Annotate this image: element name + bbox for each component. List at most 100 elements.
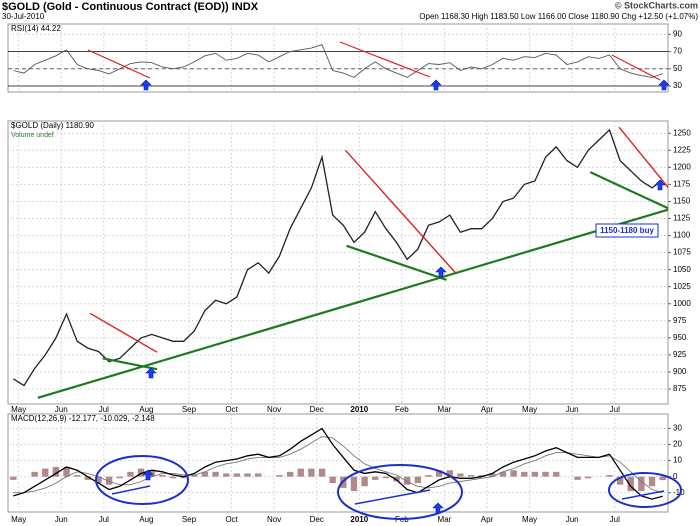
arrow <box>145 367 157 379</box>
arrow <box>430 79 442 91</box>
y-tick-label: 30 <box>673 424 682 433</box>
histogram-bar <box>159 475 166 477</box>
histogram-bar <box>372 476 379 480</box>
price-title: $GOLD (Daily) 1180.90 <box>11 121 95 130</box>
y-tick-label: 975 <box>673 316 687 325</box>
x-tick-label: Jul <box>610 515 620 524</box>
x-tick-label: Apr <box>481 515 494 524</box>
y-tick-label: 950 <box>673 333 687 342</box>
arrow <box>140 79 152 91</box>
y-tick-label: 90 <box>673 29 682 38</box>
histogram-bar <box>393 476 400 482</box>
x-tick-label: Sep <box>182 405 197 414</box>
histogram-bar <box>350 476 358 492</box>
histogram-bar <box>233 473 241 477</box>
x-tick-label: Nov <box>267 515 281 524</box>
y-tick-label: 1100 <box>673 231 691 240</box>
arrow <box>654 179 666 191</box>
histogram-bar <box>105 476 113 485</box>
y-tick-label: -10 <box>673 488 685 497</box>
x-tick-label: Jun <box>566 515 579 524</box>
x-tick-label: Mar <box>438 405 452 414</box>
date: 30-Jul-2010 <box>2 12 45 21</box>
x-tick-label: Jul <box>610 405 620 414</box>
price-panel <box>7 120 669 405</box>
arrow <box>435 266 447 278</box>
data-line <box>13 44 663 78</box>
y-tick-label: 1075 <box>673 248 691 257</box>
x-tick-label: Jul <box>99 515 109 524</box>
x-tick-label: Aug <box>139 405 153 414</box>
histogram-bar <box>457 473 464 477</box>
histogram-bar <box>584 476 592 479</box>
macd-trendline <box>621 490 665 500</box>
histogram-bar <box>553 471 560 477</box>
y-tick-label: 50 <box>673 64 682 73</box>
histogram-bar <box>435 470 443 477</box>
histogram-bar <box>127 471 134 477</box>
macd-line <box>13 427 663 500</box>
macd-trendline <box>111 485 151 495</box>
rsi-title: RSI(14) 44.22 <box>11 24 61 33</box>
histogram-bar <box>201 471 209 477</box>
histogram-bar <box>638 476 645 492</box>
histogram-bar <box>95 476 102 484</box>
y-tick-label: 1125 <box>673 214 691 223</box>
rsi-panel <box>7 23 669 93</box>
y-tick-label: 1250 <box>673 128 691 137</box>
histogram-bar <box>169 476 177 479</box>
histogram-bar <box>116 476 123 479</box>
y-tick-label: 875 <box>673 384 687 393</box>
annotation-box <box>595 223 659 238</box>
histogram-bar <box>137 468 145 477</box>
histogram-bar <box>510 470 517 477</box>
histogram-bar <box>212 471 219 477</box>
symbol-title: $GOLD (Gold - Continuous Contract (EOD))… <box>2 1 259 13</box>
y-tick-label: 10 <box>673 456 682 465</box>
x-tick-label: Nov <box>267 405 281 414</box>
histogram-bar <box>191 475 198 477</box>
y-tick-label: 1150 <box>673 197 691 206</box>
histogram-bar <box>63 467 70 477</box>
y-tick-label: 1200 <box>673 162 691 171</box>
x-tick-label: May <box>11 405 26 414</box>
histogram-bar <box>308 468 315 477</box>
histogram-bar <box>31 471 38 477</box>
x-tick-label: Dec <box>310 515 324 524</box>
histogram-bar <box>297 468 304 477</box>
y-tick-label: 70 <box>673 47 682 56</box>
histogram-bar <box>10 476 17 480</box>
y-tick-label: 0 <box>673 472 678 481</box>
histogram-bar <box>606 475 613 477</box>
trendline <box>346 244 447 281</box>
x-tick-label: Aug <box>139 515 153 524</box>
x-tick-label: 2010 <box>350 405 368 414</box>
data-line <box>12 128 664 387</box>
credit: © StockCharts.com <box>615 0 698 10</box>
histogram-bar <box>542 471 549 477</box>
x-tick-label: Oct <box>225 405 238 414</box>
annotation: 1150-1180 buy <box>600 226 654 235</box>
x-tick-label: Jun <box>55 405 68 414</box>
x-tick-label: Sep <box>182 515 197 524</box>
x-tick-label: 2010 <box>350 515 368 524</box>
histogram-bar <box>489 473 496 477</box>
trendline <box>102 357 158 371</box>
y-tick-label: 925 <box>673 350 687 359</box>
histogram-bar <box>244 473 251 477</box>
histogram-bar <box>382 476 390 479</box>
x-tick-label: Oct <box>225 515 238 524</box>
histogram-bar <box>521 471 528 477</box>
histogram-bar <box>52 467 60 477</box>
arrow <box>658 79 670 91</box>
histogram-bar <box>329 476 336 484</box>
y-tick-label: 1225 <box>673 145 691 154</box>
macd-title: MACD(12,26,9) -12.177, -10.029, -2.148 <box>11 414 155 423</box>
histogram-bar <box>659 476 666 481</box>
quote: Open 1168.30 High 1183.50 Low 1166.00 Cl… <box>419 12 698 21</box>
histogram-bar <box>361 476 368 487</box>
y-tick-label: 1175 <box>673 180 691 189</box>
histogram-bar <box>627 476 634 492</box>
histogram-bar <box>180 476 187 479</box>
